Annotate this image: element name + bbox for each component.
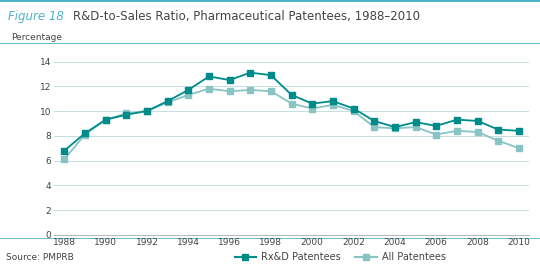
Text: Figure 18: Figure 18 xyxy=(8,10,64,23)
Text: R&D-to-Sales Ratio, Pharmaceutical Patentees, 1988–2010: R&D-to-Sales Ratio, Pharmaceutical Paten… xyxy=(73,10,420,23)
Text: Percentage: Percentage xyxy=(11,33,62,42)
Legend: Rx&D Patentees, All Patentees: Rx&D Patentees, All Patentees xyxy=(231,248,449,266)
Text: Source: PMPRB: Source: PMPRB xyxy=(6,253,74,262)
